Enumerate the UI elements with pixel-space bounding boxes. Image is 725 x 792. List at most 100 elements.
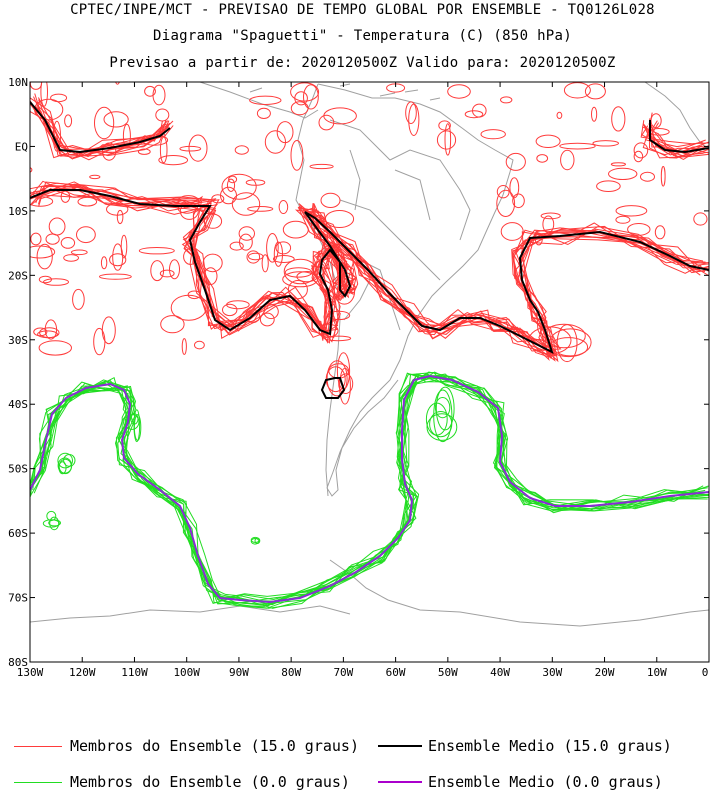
warm-member-cell <box>282 220 309 239</box>
warm-member-cell <box>294 91 308 106</box>
warm-member-cell <box>633 142 649 159</box>
warm-member-cell <box>63 254 79 262</box>
warm-member-cell <box>560 149 575 171</box>
warm-member-cell <box>100 256 108 270</box>
warm-member-cell <box>290 82 320 102</box>
warm-member-cell <box>275 241 292 255</box>
warm-member-cell <box>591 106 598 122</box>
ensemble-mean-lines <box>30 101 709 604</box>
warm-member-contour <box>30 93 709 351</box>
warm-member-cell <box>247 206 274 212</box>
warm-member-cell <box>542 215 555 234</box>
antarctic-peninsula <box>329 559 709 627</box>
lat-tick-label: 60S <box>8 527 28 540</box>
warm-member-cell <box>116 209 124 225</box>
warm-member-cell <box>169 259 180 280</box>
lon-tick-label: 20W <box>595 666 615 679</box>
warm-member-cell <box>596 180 621 192</box>
warm-member-cell <box>179 202 199 220</box>
cold-member-contour <box>30 373 708 603</box>
legend-item-cold-mean: Ensemble Medio (0.0 graus) <box>378 772 663 792</box>
warm-member-cell <box>559 142 596 150</box>
warm-member-cell <box>444 123 452 156</box>
warm-member-cell <box>261 254 269 273</box>
warm-member-cell <box>615 205 648 217</box>
warm-member-cell <box>318 323 339 338</box>
warm-member-cell <box>654 225 666 240</box>
cold-member-cell <box>250 536 260 543</box>
lon-tick-label: 120W <box>69 666 96 679</box>
warm-member-cell <box>179 145 202 152</box>
warm-member-cell <box>648 128 670 136</box>
warm-member-cell <box>693 212 708 226</box>
legend-label: Ensemble Medio (0.0 graus) <box>428 773 663 791</box>
warm-member-cell <box>77 196 98 207</box>
warm-member-contour <box>30 99 709 352</box>
legend-item-warm-members: Membros do Ensemble (15.0 graus) <box>14 736 359 756</box>
warm-member-cell <box>610 162 627 167</box>
warm-member-cell <box>231 192 261 216</box>
warm-member-cell <box>160 315 185 334</box>
warm-member-cell <box>34 98 64 121</box>
lon-tick-label: 100W <box>173 666 200 679</box>
warm-member-cell <box>170 294 207 321</box>
warm-member-cell <box>447 84 471 99</box>
warm-member-cell <box>50 93 68 103</box>
lat-tick-label: 10N <box>8 76 28 89</box>
warm-member-cell <box>60 237 76 249</box>
warm-member-contour <box>30 99 709 349</box>
warm-member-cell <box>611 106 626 132</box>
warm-member-cell <box>106 202 129 216</box>
warm-member-cell <box>43 278 69 286</box>
warm-member-cell <box>188 134 208 162</box>
country-borders <box>329 119 471 331</box>
warm-member-cell <box>221 173 257 200</box>
warm-member-cell <box>181 338 187 355</box>
cold-member-cell <box>48 519 61 527</box>
warm-member-contour <box>30 96 709 351</box>
warm-member-cell <box>101 316 116 345</box>
warm-member-cell <box>328 363 350 379</box>
cold-member-cell <box>426 413 458 441</box>
warm-member-cell <box>327 310 351 321</box>
warm-member-cell <box>660 166 666 187</box>
lon-tick-label: 10W <box>647 666 667 679</box>
warm-member-cell <box>238 226 256 241</box>
lon-tick-label: 60W <box>386 666 406 679</box>
warm-member-cell <box>534 232 543 246</box>
warm-member-cell <box>263 304 279 320</box>
legend-swatch-green <box>14 781 62 783</box>
legend-item-cold-members: Membros do Ensemble (0.0 graus) <box>14 772 350 792</box>
warm-member-cell <box>563 82 591 99</box>
warm-member-cell <box>464 110 484 119</box>
cold-member-contour <box>33 374 709 601</box>
warm-member-cell <box>109 253 127 267</box>
warm-member-cell <box>94 106 115 140</box>
warm-member-cell <box>120 234 128 259</box>
warm-member-cell <box>76 226 96 244</box>
warm-member-cell <box>311 214 327 235</box>
warm-member-cell <box>183 248 198 265</box>
warm-member-cell <box>333 278 356 305</box>
warm-member-cell <box>101 142 117 161</box>
warm-member-cell <box>30 232 42 246</box>
lon-tick-label: 40W <box>490 666 510 679</box>
warm-member-cell <box>290 101 309 116</box>
warm-ensemble-members <box>30 82 709 405</box>
cold-mean-contour <box>30 374 709 604</box>
warm-member-cell <box>276 121 294 144</box>
cold-member-cell <box>434 397 451 419</box>
warm-member-cell <box>282 271 319 288</box>
warm-member-cell <box>540 212 561 220</box>
warm-member-cell <box>203 213 223 229</box>
cold-member-cell <box>57 452 73 469</box>
coastline-layer <box>30 82 709 627</box>
warm-member-cell <box>112 243 124 271</box>
warm-member-cell <box>246 309 261 324</box>
lat-tick-label: 80S <box>8 656 28 669</box>
warm-member-cell <box>408 103 420 137</box>
warm-member-cell <box>309 163 334 170</box>
warm-member-cell <box>633 150 644 163</box>
warm-member-cell <box>220 186 237 205</box>
warm-member-cell <box>256 107 271 120</box>
